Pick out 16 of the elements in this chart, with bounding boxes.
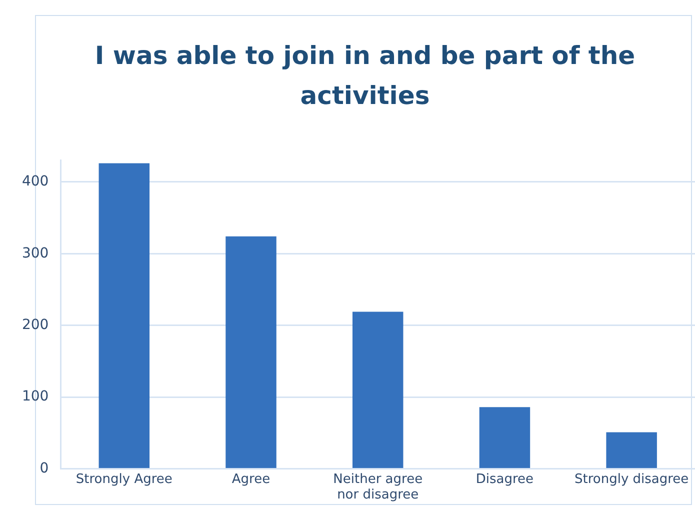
x-tick-label: Neither agree nor disagree [333, 472, 423, 503]
x-tick-label: Strongly Agree [76, 472, 172, 487]
bar [479, 407, 530, 468]
x-tick-label: Agree [232, 472, 270, 487]
x-tick-label: Strongly disagree [574, 472, 689, 487]
y-tick-label: 200 [22, 317, 49, 333]
bar [606, 432, 657, 468]
bar [352, 312, 404, 468]
chart-title: I was able to join in and be part of the activities [94, 40, 636, 112]
x-tick-label: Disagree [476, 472, 534, 487]
y-tick-label: 0 [40, 460, 49, 476]
y-tick-label: 100 [22, 388, 49, 405]
bar [98, 163, 150, 468]
y-tick-label: 400 [22, 174, 49, 190]
bar [226, 236, 276, 468]
y-tick-label: 300 [22, 245, 49, 262]
